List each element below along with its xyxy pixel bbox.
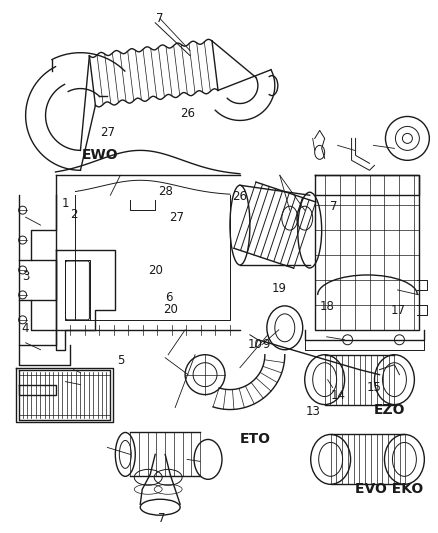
Text: 7: 7 xyxy=(159,512,166,526)
Text: EVO EKO: EVO EKO xyxy=(355,482,424,496)
Text: 20: 20 xyxy=(163,303,177,317)
Text: EWO: EWO xyxy=(82,148,119,163)
Text: ETO: ETO xyxy=(240,432,270,447)
Text: 14: 14 xyxy=(330,389,345,401)
Text: EZO: EZO xyxy=(374,402,405,417)
Text: 27: 27 xyxy=(100,126,115,139)
Text: 9: 9 xyxy=(262,338,269,351)
Text: 5: 5 xyxy=(117,354,124,367)
Text: 7: 7 xyxy=(330,200,337,214)
Text: 3: 3 xyxy=(22,270,30,282)
Text: 2: 2 xyxy=(70,208,78,221)
Text: 13: 13 xyxy=(305,405,320,417)
Text: 28: 28 xyxy=(158,184,173,198)
Text: 17: 17 xyxy=(391,304,406,317)
Text: 15: 15 xyxy=(367,381,381,394)
Text: 26: 26 xyxy=(233,190,247,203)
Text: 20: 20 xyxy=(148,264,163,277)
Text: 4: 4 xyxy=(22,322,29,335)
Text: 7: 7 xyxy=(156,12,164,25)
Text: 18: 18 xyxy=(320,300,335,313)
Text: 6: 6 xyxy=(165,291,173,304)
Text: 1: 1 xyxy=(62,197,69,211)
Text: 10: 10 xyxy=(248,338,263,351)
Text: 19: 19 xyxy=(272,282,287,295)
Text: 26: 26 xyxy=(180,107,195,120)
Text: 27: 27 xyxy=(169,211,184,224)
